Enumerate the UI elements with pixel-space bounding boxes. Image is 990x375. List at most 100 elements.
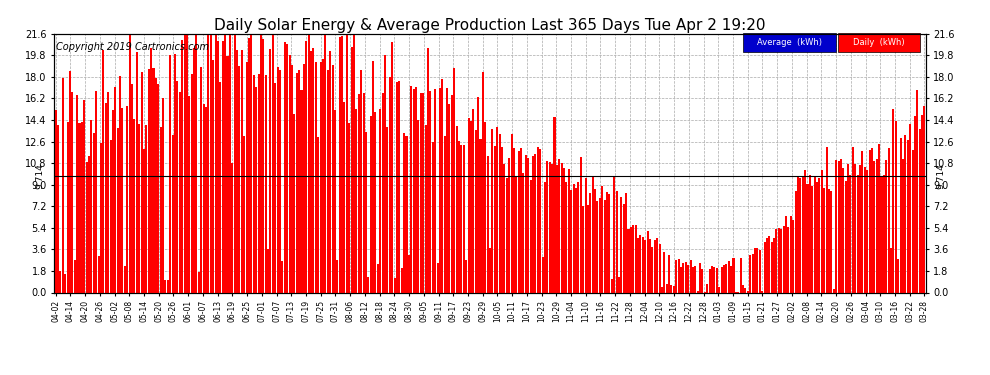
Bar — [883, 175, 885, 292]
Bar — [854, 164, 856, 292]
Bar — [389, 78, 391, 292]
Bar — [372, 61, 374, 292]
Bar — [465, 260, 467, 292]
Bar — [379, 109, 381, 292]
Bar — [515, 176, 518, 292]
Bar — [496, 127, 498, 292]
Bar — [540, 148, 542, 292]
Bar — [308, 34, 310, 292]
Bar — [687, 266, 689, 292]
Bar — [907, 140, 909, 292]
Bar — [599, 198, 601, 292]
Bar — [320, 62, 322, 292]
Bar — [542, 257, 544, 292]
Bar — [425, 124, 427, 292]
Bar — [873, 161, 875, 292]
Bar — [413, 89, 415, 292]
Bar — [317, 137, 319, 292]
Bar — [912, 150, 914, 292]
Bar — [668, 255, 670, 292]
Bar — [511, 134, 513, 292]
Bar — [377, 264, 379, 292]
Bar — [790, 216, 792, 292]
Bar — [616, 191, 618, 292]
Bar — [276, 68, 278, 292]
Bar — [353, 34, 355, 292]
Bar — [162, 98, 164, 292]
Bar — [809, 175, 811, 292]
Bar — [439, 88, 441, 292]
Bar — [107, 92, 109, 292]
Bar — [880, 177, 882, 292]
Bar — [584, 178, 586, 292]
Bar — [795, 191, 797, 292]
Bar — [503, 164, 505, 292]
Bar — [157, 84, 159, 292]
Bar — [589, 193, 591, 292]
Bar — [553, 117, 555, 292]
Bar — [826, 147, 828, 292]
Bar — [501, 147, 503, 292]
Bar — [642, 237, 644, 292]
Bar — [885, 160, 887, 292]
Bar — [709, 269, 711, 292]
Bar — [408, 255, 410, 292]
Bar — [742, 285, 744, 292]
Bar — [250, 34, 252, 292]
Bar — [780, 229, 782, 292]
Bar — [272, 34, 274, 292]
Bar — [410, 86, 412, 292]
Bar — [677, 259, 679, 292]
Bar — [560, 163, 562, 292]
Bar — [341, 36, 344, 292]
Bar — [726, 264, 728, 292]
Bar — [260, 34, 262, 292]
Bar — [751, 254, 753, 292]
Bar — [532, 156, 534, 292]
Bar — [856, 175, 858, 292]
FancyBboxPatch shape — [742, 33, 836, 52]
Bar — [842, 168, 844, 292]
Text: 9.714: 9.714 — [35, 163, 44, 189]
Bar — [730, 266, 733, 292]
Bar — [802, 177, 804, 292]
Bar — [148, 69, 149, 292]
Bar — [661, 287, 663, 292]
Bar — [146, 125, 148, 292]
Bar — [262, 39, 264, 292]
Bar — [365, 132, 367, 292]
Bar — [174, 54, 176, 292]
Bar — [670, 285, 672, 292]
Bar — [110, 140, 112, 292]
Bar — [339, 37, 341, 292]
Bar — [127, 106, 129, 292]
Bar — [301, 90, 303, 292]
Bar — [761, 291, 763, 292]
Bar — [73, 260, 76, 292]
Bar — [141, 72, 143, 292]
Bar — [609, 194, 611, 292]
Bar — [418, 120, 420, 292]
Bar — [551, 164, 553, 292]
Bar — [902, 159, 904, 292]
Bar — [878, 144, 880, 292]
Bar — [814, 177, 816, 292]
Bar — [914, 117, 916, 292]
Bar — [169, 55, 171, 292]
Bar — [756, 248, 758, 292]
Bar — [570, 190, 572, 292]
Bar — [81, 122, 83, 292]
Bar — [334, 110, 336, 292]
Bar — [344, 102, 346, 292]
Bar — [427, 48, 429, 292]
Bar — [523, 172, 525, 292]
Bar — [166, 280, 169, 292]
Bar — [114, 87, 117, 292]
Bar — [264, 75, 266, 292]
Bar — [697, 291, 699, 292]
Bar — [740, 258, 742, 292]
Bar — [635, 225, 637, 292]
Text: Copyright 2019 Cartronics.com: Copyright 2019 Cartronics.com — [56, 42, 209, 51]
Bar — [601, 186, 603, 292]
Bar — [775, 229, 777, 292]
